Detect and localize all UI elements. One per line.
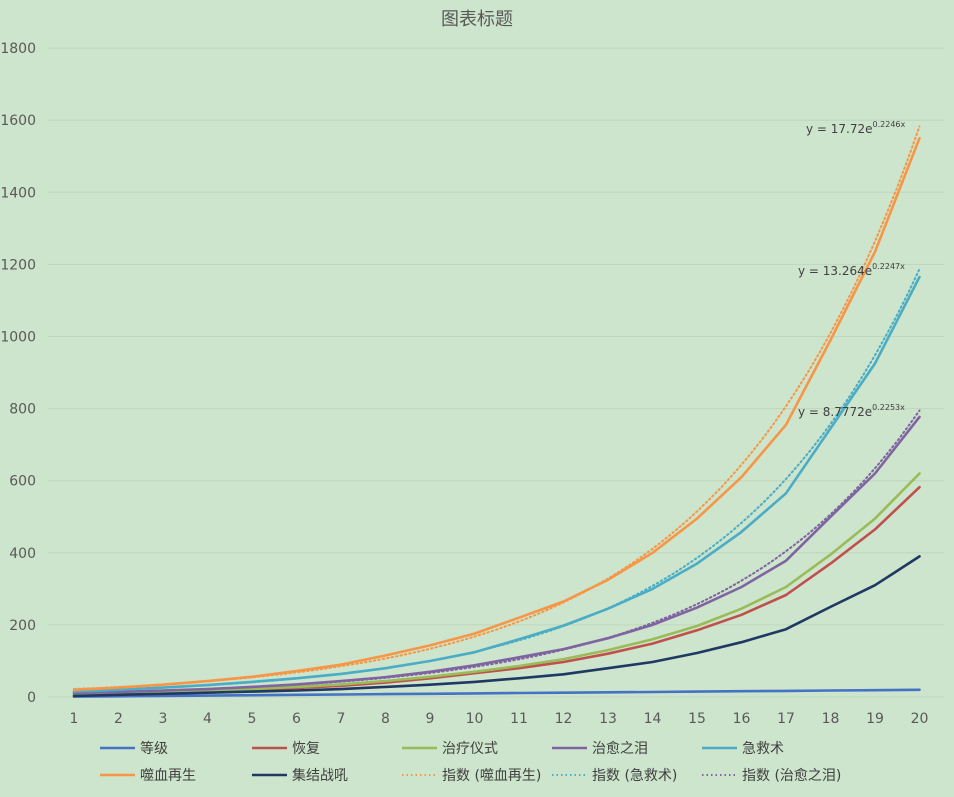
legend-label: 恢复 [292,740,320,757]
series-line-指数-噬血再生- [73,125,921,690]
legend-item: 恢复 [252,740,320,757]
equation-exponent: 0.2253x [872,403,905,412]
x-tick-label: 7 [337,711,346,727]
trendline-equation: y = 17.72e0.2246x [806,120,906,136]
x-tick-label: 9 [426,711,435,727]
x-tick-label: 16 [733,711,751,727]
x-tick-label: 14 [644,711,662,727]
trendline-equation: y = 13.264e0.2247x [798,262,905,278]
y-tick-label: 400 [9,546,36,562]
series-line-噬血再生 [72,136,921,692]
legend-label: 指数 (噬血再生) [442,768,541,784]
y-tick-label: 1600 [0,113,36,129]
x-tick-label: 8 [381,711,390,727]
legend-label: 治愈之泪 [592,741,648,757]
legend-label: 等级 [140,740,168,757]
x-tick-label: 11 [510,711,528,727]
legend-item: 指数 (噬血再生) [402,768,541,784]
chart-title: 图表标题 [441,9,513,30]
series-line-指数-急救术- [73,268,921,692]
x-axis-ticks: 1 2 3 4 5 6 7 8 9 10 11 12 13 14 15 16 17 18 19 20 [70,711,929,727]
equation-base: y = 13.264e [798,264,872,278]
equation-exponent: 0.2247x [872,262,905,271]
y-tick-label: 1800 [0,41,36,57]
y-tick-label: 200 [9,618,36,634]
legend-item: 噬血再生 [100,768,196,784]
x-tick-label: 3 [159,711,168,727]
equation-base: y = 8.7772e [798,405,872,419]
y-tick-label: 1400 [0,185,36,201]
series-line-治愈之泪 [72,415,921,695]
legend-item: 等级 [100,740,168,757]
x-tick-label: 2 [114,711,123,727]
legend-label: 急救术 [742,741,784,757]
x-tick-label: 17 [777,711,795,727]
x-tick-label: 5 [248,711,257,727]
legend-label: 指数 (急救术) [592,768,677,784]
x-tick-label: 18 [822,711,840,727]
legend-item: 急救术 [702,741,784,757]
legend-label: 指数 (治愈之泪) [742,768,841,784]
x-tick-label: 19 [866,711,884,727]
legend-label: 治疗仪式 [442,741,498,757]
trendline-equations: y = 17.72e0.2246x y = 13.264e0.2247x y = 8… [798,120,906,419]
y-tick-label: 800 [9,402,36,418]
legend-label: 集结战吼 [292,767,348,784]
y-tick-label: 1200 [0,257,36,273]
y-axis-ticks: 0 200 400 600 800 1000 1200 1400 1600 1800 [0,41,36,706]
y-tick-label: 1000 [0,330,36,346]
legend-item: 指数 (治愈之泪) [702,768,841,784]
legend-item: 治愈之泪 [552,741,648,757]
x-tick-label: 20 [911,711,929,727]
trendline-equation: y = 8.7772e0.2253x [798,403,905,419]
x-tick-label: 10 [466,711,484,727]
y-tick-label: 600 [9,474,36,490]
series-line-治疗仪式 [72,472,921,696]
x-tick-label: 15 [688,711,706,727]
x-tick-label: 12 [555,711,573,727]
equation-exponent: 0.2246x [873,120,906,129]
gridlines [48,47,944,698]
series-line-集结战吼 [72,555,921,698]
legend-item: 指数 (急救术) [552,768,677,784]
series-layer [72,125,921,698]
x-tick-label: 1 [70,711,79,727]
legend-item: 治疗仪式 [402,741,498,757]
x-tick-label: 13 [599,711,617,727]
y-tick-label: 0 [27,690,36,706]
series-line-急救术 [72,275,921,693]
legend-label: 噬血再生 [140,768,196,784]
legend-item: 集结战吼 [252,767,348,784]
series-line-指数-治愈之泪- [73,409,921,694]
x-tick-label: 4 [203,711,212,727]
equation-base: y = 17.72e [806,122,873,136]
series-line-等级 [72,688,921,698]
x-tick-label: 6 [292,711,301,727]
